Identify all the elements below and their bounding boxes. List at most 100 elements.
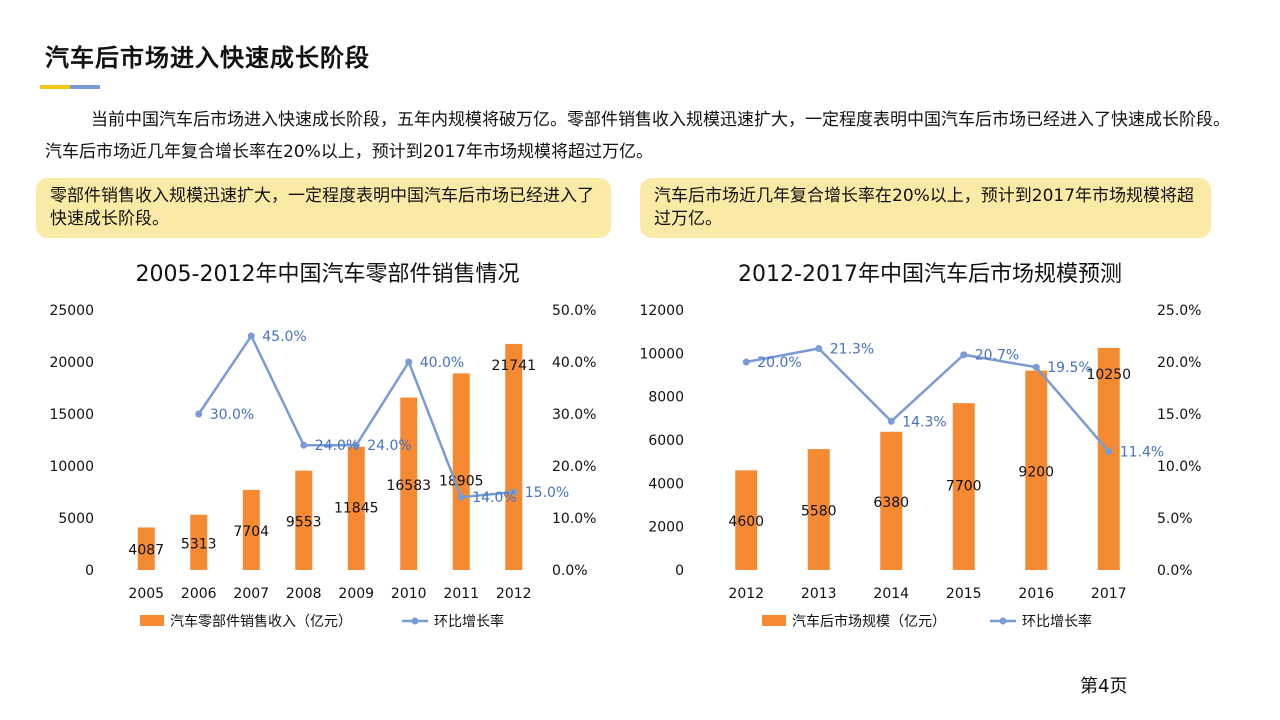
x-tick-label: 2008: [286, 586, 322, 602]
intro-paragraph: 当前中国汽车后市场进入快速成长阶段，五年内规模将破万亿。零部件销售收入规模迅速扩…: [45, 110, 1230, 162]
y2-tick-label: 10.0%: [552, 511, 596, 527]
bar: [295, 470, 313, 570]
line-data-label: 19.5%: [1047, 360, 1091, 376]
title-accent-yellow: [40, 85, 70, 89]
y2-tick-label: 10.0%: [1157, 459, 1201, 475]
bar-data-label: 4087: [128, 543, 164, 559]
x-tick-label: 2010: [391, 586, 427, 602]
y-tick-label: 10000: [640, 346, 684, 362]
bar-data-label: 10250: [1086, 367, 1131, 383]
line-data-label: 20.0%: [757, 355, 801, 371]
y-tick-label: 2000: [648, 520, 684, 536]
y2-tick-label: 15.0%: [1157, 407, 1201, 423]
growth-rate-point: [510, 488, 518, 496]
line-data-label: 30.0%: [210, 407, 254, 423]
bar: [1097, 347, 1120, 570]
bar-data-label: 5580: [801, 504, 837, 520]
y-tick-label: 15000: [49, 407, 94, 423]
bar-data-label: 6380: [873, 495, 909, 511]
x-tick-label: 2006: [181, 586, 217, 602]
x-tick-label: 2011: [443, 586, 479, 602]
bar: [242, 489, 260, 570]
line-data-label: 21.3%: [830, 341, 874, 357]
y2-tick-label: 20.0%: [1157, 355, 1201, 371]
x-tick-label: 2016: [1018, 586, 1054, 602]
y2-tick-label: 50.0%: [552, 303, 596, 319]
line-data-label: 15.0%: [525, 485, 569, 501]
x-tick-label: 2014: [873, 586, 909, 602]
page-number: 第4页: [1080, 676, 1128, 697]
legend-bar-label: 汽车后市场规模（亿元）: [792, 613, 946, 630]
line-data-label: 40.0%: [420, 355, 464, 371]
aftermarket-forecast-chart: 0 2000 4000 6000 8000 10000 12000 0.0% 5.0% 10.0%…: [640, 303, 1201, 630]
growth-rate-point: [352, 441, 360, 449]
bar: [735, 470, 758, 570]
y-tick-label: 6000: [648, 433, 684, 449]
title-accent-blue: [70, 85, 100, 89]
y-tick-label: 20000: [49, 355, 94, 371]
line-data-label: 14.0%: [472, 490, 516, 506]
bar: [347, 446, 365, 570]
y2-tick-label: 0.0%: [1157, 563, 1193, 579]
x-tick-label: 2015: [946, 586, 982, 602]
legend-bar-label: 汽车零部件销售收入（亿元）: [170, 613, 352, 630]
x-tick-label: 2017: [1091, 586, 1127, 602]
growth-rate-point: [300, 441, 308, 449]
y2-tick-label: 0.0%: [552, 563, 588, 579]
x-tick-label: 2012: [496, 586, 532, 602]
y2-tick-label: 40.0%: [552, 355, 596, 371]
growth-rate-point: [195, 410, 203, 418]
bar-data-label: 11845: [334, 500, 379, 516]
line-data-label: 45.0%: [262, 329, 306, 345]
bar-data-label: 9200: [1018, 464, 1054, 480]
bar-data-label: 5313: [181, 536, 217, 552]
y-tick-label: 0: [675, 563, 684, 579]
bar: [400, 397, 418, 570]
line-data-label: 24.0%: [315, 438, 359, 454]
growth-rate-line: [746, 347, 1110, 453]
legend-line-marker: [999, 617, 1007, 625]
line-data-label: 20.7%: [975, 348, 1019, 364]
bar-data-label: 18905: [439, 474, 484, 490]
legend-bar-swatch: [762, 615, 786, 626]
y-tick-label: 8000: [648, 390, 684, 406]
y-tick-label: 10000: [49, 459, 94, 475]
growth-rate-point: [1105, 447, 1113, 455]
y-tick-label: 12000: [640, 303, 684, 319]
callout-right: 汽车后市场近几年复合增长率在20%以上，预计到2017年市场规模将超过万亿。: [640, 178, 1211, 238]
legend-line-label: 环比增长率: [1022, 613, 1092, 630]
bar-data-label: 7700: [946, 479, 982, 495]
legend-line-marker: [411, 617, 419, 625]
bar-data-label: 16583: [386, 478, 431, 494]
bar: [505, 343, 523, 570]
x-tick-label: 2005: [128, 586, 164, 602]
bar: [1025, 370, 1048, 570]
growth-rate-point: [457, 493, 465, 501]
y-tick-label: 0: [85, 563, 94, 579]
bar-data-label: 7704: [233, 524, 269, 540]
bar: [807, 449, 830, 570]
growth-rate-point: [247, 332, 255, 340]
growth-rate-point: [887, 417, 895, 425]
x-tick-label: 2007: [233, 586, 269, 602]
bar: [952, 403, 975, 570]
chart-title-aftermarket-forecast: 2012-2017年中国汽车后市场规模预测: [738, 262, 1122, 287]
x-tick-label: 2009: [338, 586, 374, 602]
growth-rate-point: [405, 358, 413, 366]
bar: [452, 373, 470, 570]
bar: [137, 527, 155, 570]
line-data-label: 24.0%: [367, 438, 411, 454]
bar: [880, 431, 903, 570]
y-tick-label: 5000: [58, 511, 94, 527]
growth-rate-point: [1032, 363, 1040, 371]
y2-tick-label: 5.0%: [1157, 511, 1193, 527]
y2-tick-label: 20.0%: [552, 459, 596, 475]
y2-tick-label: 25.0%: [1157, 303, 1201, 319]
line-data-label: 11.4%: [1120, 444, 1164, 460]
parts-sales-chart: 0 5000 10000 15000 20000 25000 0.0% 10.0% 20.0% 3…: [49, 303, 596, 630]
bar-data-label: 21741: [491, 358, 536, 374]
callout-left: 零部件销售收入规模迅速扩大，一定程度表明中国汽车后市场已经进入了快速成长阶段。: [36, 178, 611, 238]
bar-data-label: 4600: [728, 514, 764, 530]
x-tick-label: 2012: [728, 586, 764, 602]
y2-tick-label: 30.0%: [552, 407, 596, 423]
